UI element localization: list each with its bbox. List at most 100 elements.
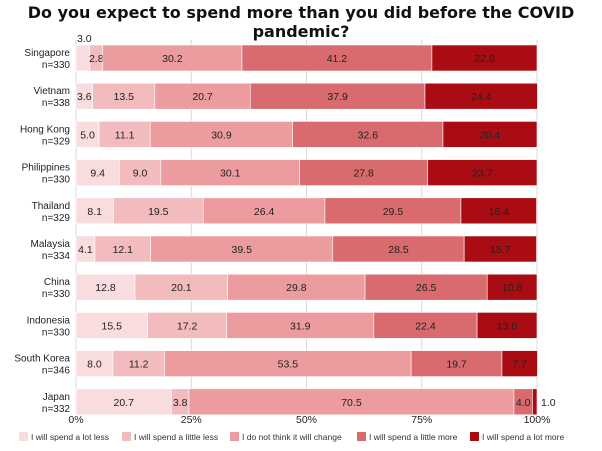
x-tick-label: 25% [181,414,202,426]
bar-segment [463,235,537,263]
category-n-label: n=330 [42,327,71,338]
bar-segment [149,121,293,148]
bar-segment [460,197,537,225]
data-label: 22.4 [415,320,436,332]
bar-segment [410,350,503,377]
chart-title: Do you expect to spend more than you did… [27,3,575,41]
category-label: China [44,277,71,288]
bar-segment [134,273,228,301]
legend-swatch [357,432,366,441]
data-label: 30.9 [211,129,232,141]
bar-segment [188,388,515,416]
data-label: 15.5 [102,320,123,332]
x-tick-label: 100% [524,414,551,426]
category-n-label: n=332 [42,404,71,415]
data-label: 2.8 [89,53,104,65]
category-n-label: n=330 [42,289,71,300]
legend-label: I will spend a lot more [482,432,564,442]
category-label: Malaysia [31,239,71,250]
data-label: 7.7 [512,359,527,371]
data-label: 26.5 [416,282,437,294]
bar-segment [102,44,243,72]
data-label: 12.1 [113,244,134,256]
data-label: 10.8 [502,282,523,294]
category-n-label: n=346 [42,366,71,377]
category-label: Philippines [22,163,70,174]
data-label: 23.7 [472,168,493,180]
data-label: 19.5 [148,206,169,218]
data-label: 32.6 [358,129,379,141]
legend-swatch [470,432,479,441]
category-label: Japan [43,392,70,403]
category-n-label: n=330 [42,60,71,71]
category-n-label: n=334 [42,251,71,262]
data-label: 12.8 [95,282,116,294]
data-label: 8.0 [87,359,102,371]
data-label: 53.5 [278,359,299,371]
bar-segments: 3.0 2.8 30.2 41.2 22.8 3.6 13.5 20.7 37.9 24.4 5.0… [75,33,556,416]
legend-label: I will spend a lot less [31,432,109,442]
bar-segment [75,44,91,72]
category-n-label: n=330 [42,175,71,186]
bar-segment [532,388,538,416]
category-label: Hong Kong [20,124,70,135]
legend-swatch [230,432,239,441]
data-label: 4.1 [78,244,93,256]
bar-segment [164,350,412,377]
data-label: 20.1 [171,282,192,294]
legend-label: I do not think it will change [242,432,342,442]
bar-segment [113,197,204,225]
x-axis-ticks: 0% 25% 50% 75% 100% [68,414,550,426]
data-label: 5.0 [80,129,95,141]
data-label: 15.7 [490,244,511,256]
bar-segment [92,82,156,110]
bar-segment [98,121,151,148]
data-label: 24.4 [471,91,492,103]
bar-segment [75,197,114,225]
bar-segment [154,82,251,110]
bar-segment [373,312,478,339]
data-label: 1.0 [541,397,556,409]
data-label: 70.5 [341,397,362,409]
legend-label: I will spend a little less [134,432,218,442]
x-tick-label: 50% [296,414,317,426]
data-label: 37.9 [327,91,348,103]
data-label: 8.1 [87,206,102,218]
data-label: 11.1 [115,129,135,141]
bar-segment [119,159,162,186]
bar-segment [160,159,300,186]
bar-segment [486,273,538,301]
bar-segment [249,82,426,110]
bar-segment [431,44,538,72]
data-label: 22.8 [474,53,495,65]
bar-segment [427,159,538,186]
data-label: 20.7 [113,397,134,409]
bar-segment [299,159,429,186]
data-label: 20.7 [192,91,213,103]
data-label: 4.0 [516,397,531,409]
data-label: 13.0 [497,320,518,332]
data-label: 30.1 [220,168,241,180]
data-label: 13.5 [113,91,134,103]
legend: I will spend a lot less I will spend a li… [19,432,564,442]
bar-segment [202,197,326,225]
data-label: 20.4 [480,129,501,141]
data-label: 31.9 [290,320,311,332]
data-label: 9.4 [90,168,105,180]
data-label: 29.5 [383,206,404,218]
bar-segment [112,350,165,377]
category-label: Thailand [32,201,70,212]
data-label: 28.5 [388,244,409,256]
category-label: Indonesia [27,315,71,326]
legend-swatch [19,432,28,441]
legend-swatch [122,432,131,441]
bar-segment [94,235,151,263]
bar-segment [476,312,538,339]
category-label: Vietnam [33,86,70,97]
bar-segment [424,82,538,110]
x-tick-label: 75% [411,414,432,426]
category-label: Singapore [24,48,70,59]
data-label: 11.2 [129,359,149,371]
bar-segment [364,273,488,301]
